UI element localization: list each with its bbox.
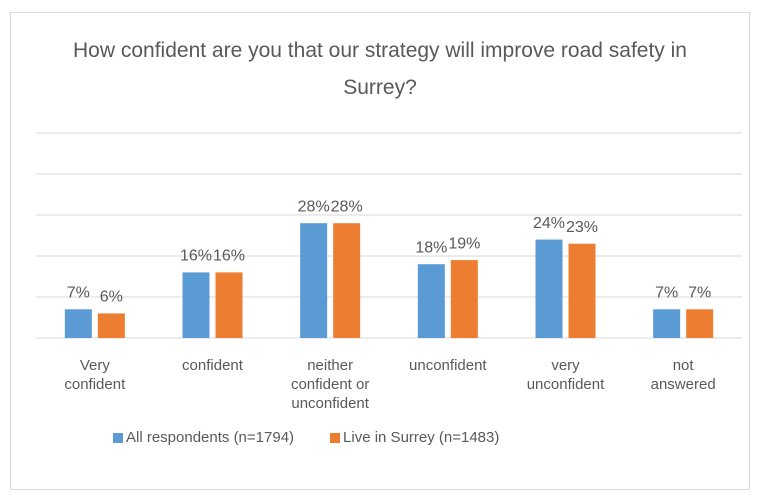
legend-label: Live in Surrey (n=1483) [343,429,500,446]
data-label: 18% [415,239,447,256]
x-tick-label: unconfident [409,357,487,374]
data-label: 19% [448,235,480,252]
x-tick-label: neither confident or unconfident [290,357,370,412]
bar [333,223,361,338]
bar [64,309,92,338]
data-label: 6% [100,289,123,306]
bar [215,272,243,338]
x-tick-label: Very confident [64,357,126,393]
data-label: 7% [655,285,678,302]
bar [182,272,210,338]
x-tick-label: very unconfident [526,357,605,393]
bar [686,309,714,338]
x-tick-label: confident [182,357,243,374]
chart-frame [10,12,750,490]
data-label: 16% [213,248,245,265]
data-label: 23% [566,219,598,236]
legend-swatch [330,433,341,443]
data-label: 16% [180,248,212,265]
bar [300,223,328,338]
chart-title: How confident are you that our strategy … [73,39,687,99]
bar [568,243,596,338]
bar [97,313,125,338]
bar [417,264,445,338]
data-label: 7% [67,285,90,302]
data-label: 7% [688,285,711,302]
bar [535,239,563,338]
legend-label: All respondents (n=1794) [126,429,295,446]
data-label: 28% [298,198,330,215]
bar [653,309,681,338]
data-label: 28% [331,198,363,215]
data-label: 24% [533,215,565,232]
bar [450,260,478,338]
x-tick-label: not answered [650,357,716,393]
legend-swatch [113,433,123,443]
